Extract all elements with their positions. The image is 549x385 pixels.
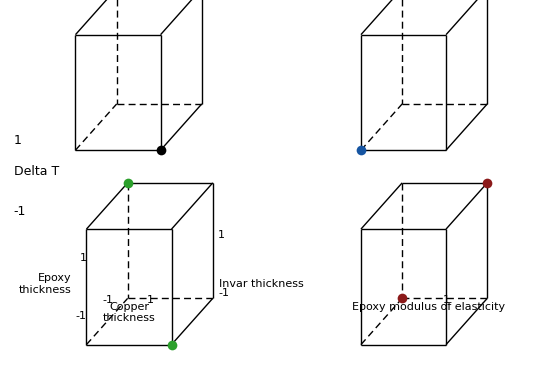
Text: -1: -1 bbox=[14, 205, 26, 218]
Text: 1: 1 bbox=[80, 253, 86, 263]
Text: 1: 1 bbox=[14, 134, 21, 147]
Text: Copper
thickness: Copper thickness bbox=[103, 302, 155, 323]
Text: Delta T: Delta T bbox=[14, 165, 59, 178]
Text: 1: 1 bbox=[219, 230, 225, 240]
Text: -1: -1 bbox=[219, 288, 229, 298]
Text: Epoxy modulus of elasticity: Epoxy modulus of elasticity bbox=[352, 302, 506, 312]
Text: 1: 1 bbox=[147, 295, 154, 305]
Text: -1: -1 bbox=[75, 311, 86, 321]
Text: Epoxy
thickness: Epoxy thickness bbox=[19, 273, 71, 295]
Text: Invar thickness: Invar thickness bbox=[219, 279, 303, 289]
Text: -1: -1 bbox=[102, 295, 113, 305]
Text: 1: 1 bbox=[442, 295, 450, 305]
